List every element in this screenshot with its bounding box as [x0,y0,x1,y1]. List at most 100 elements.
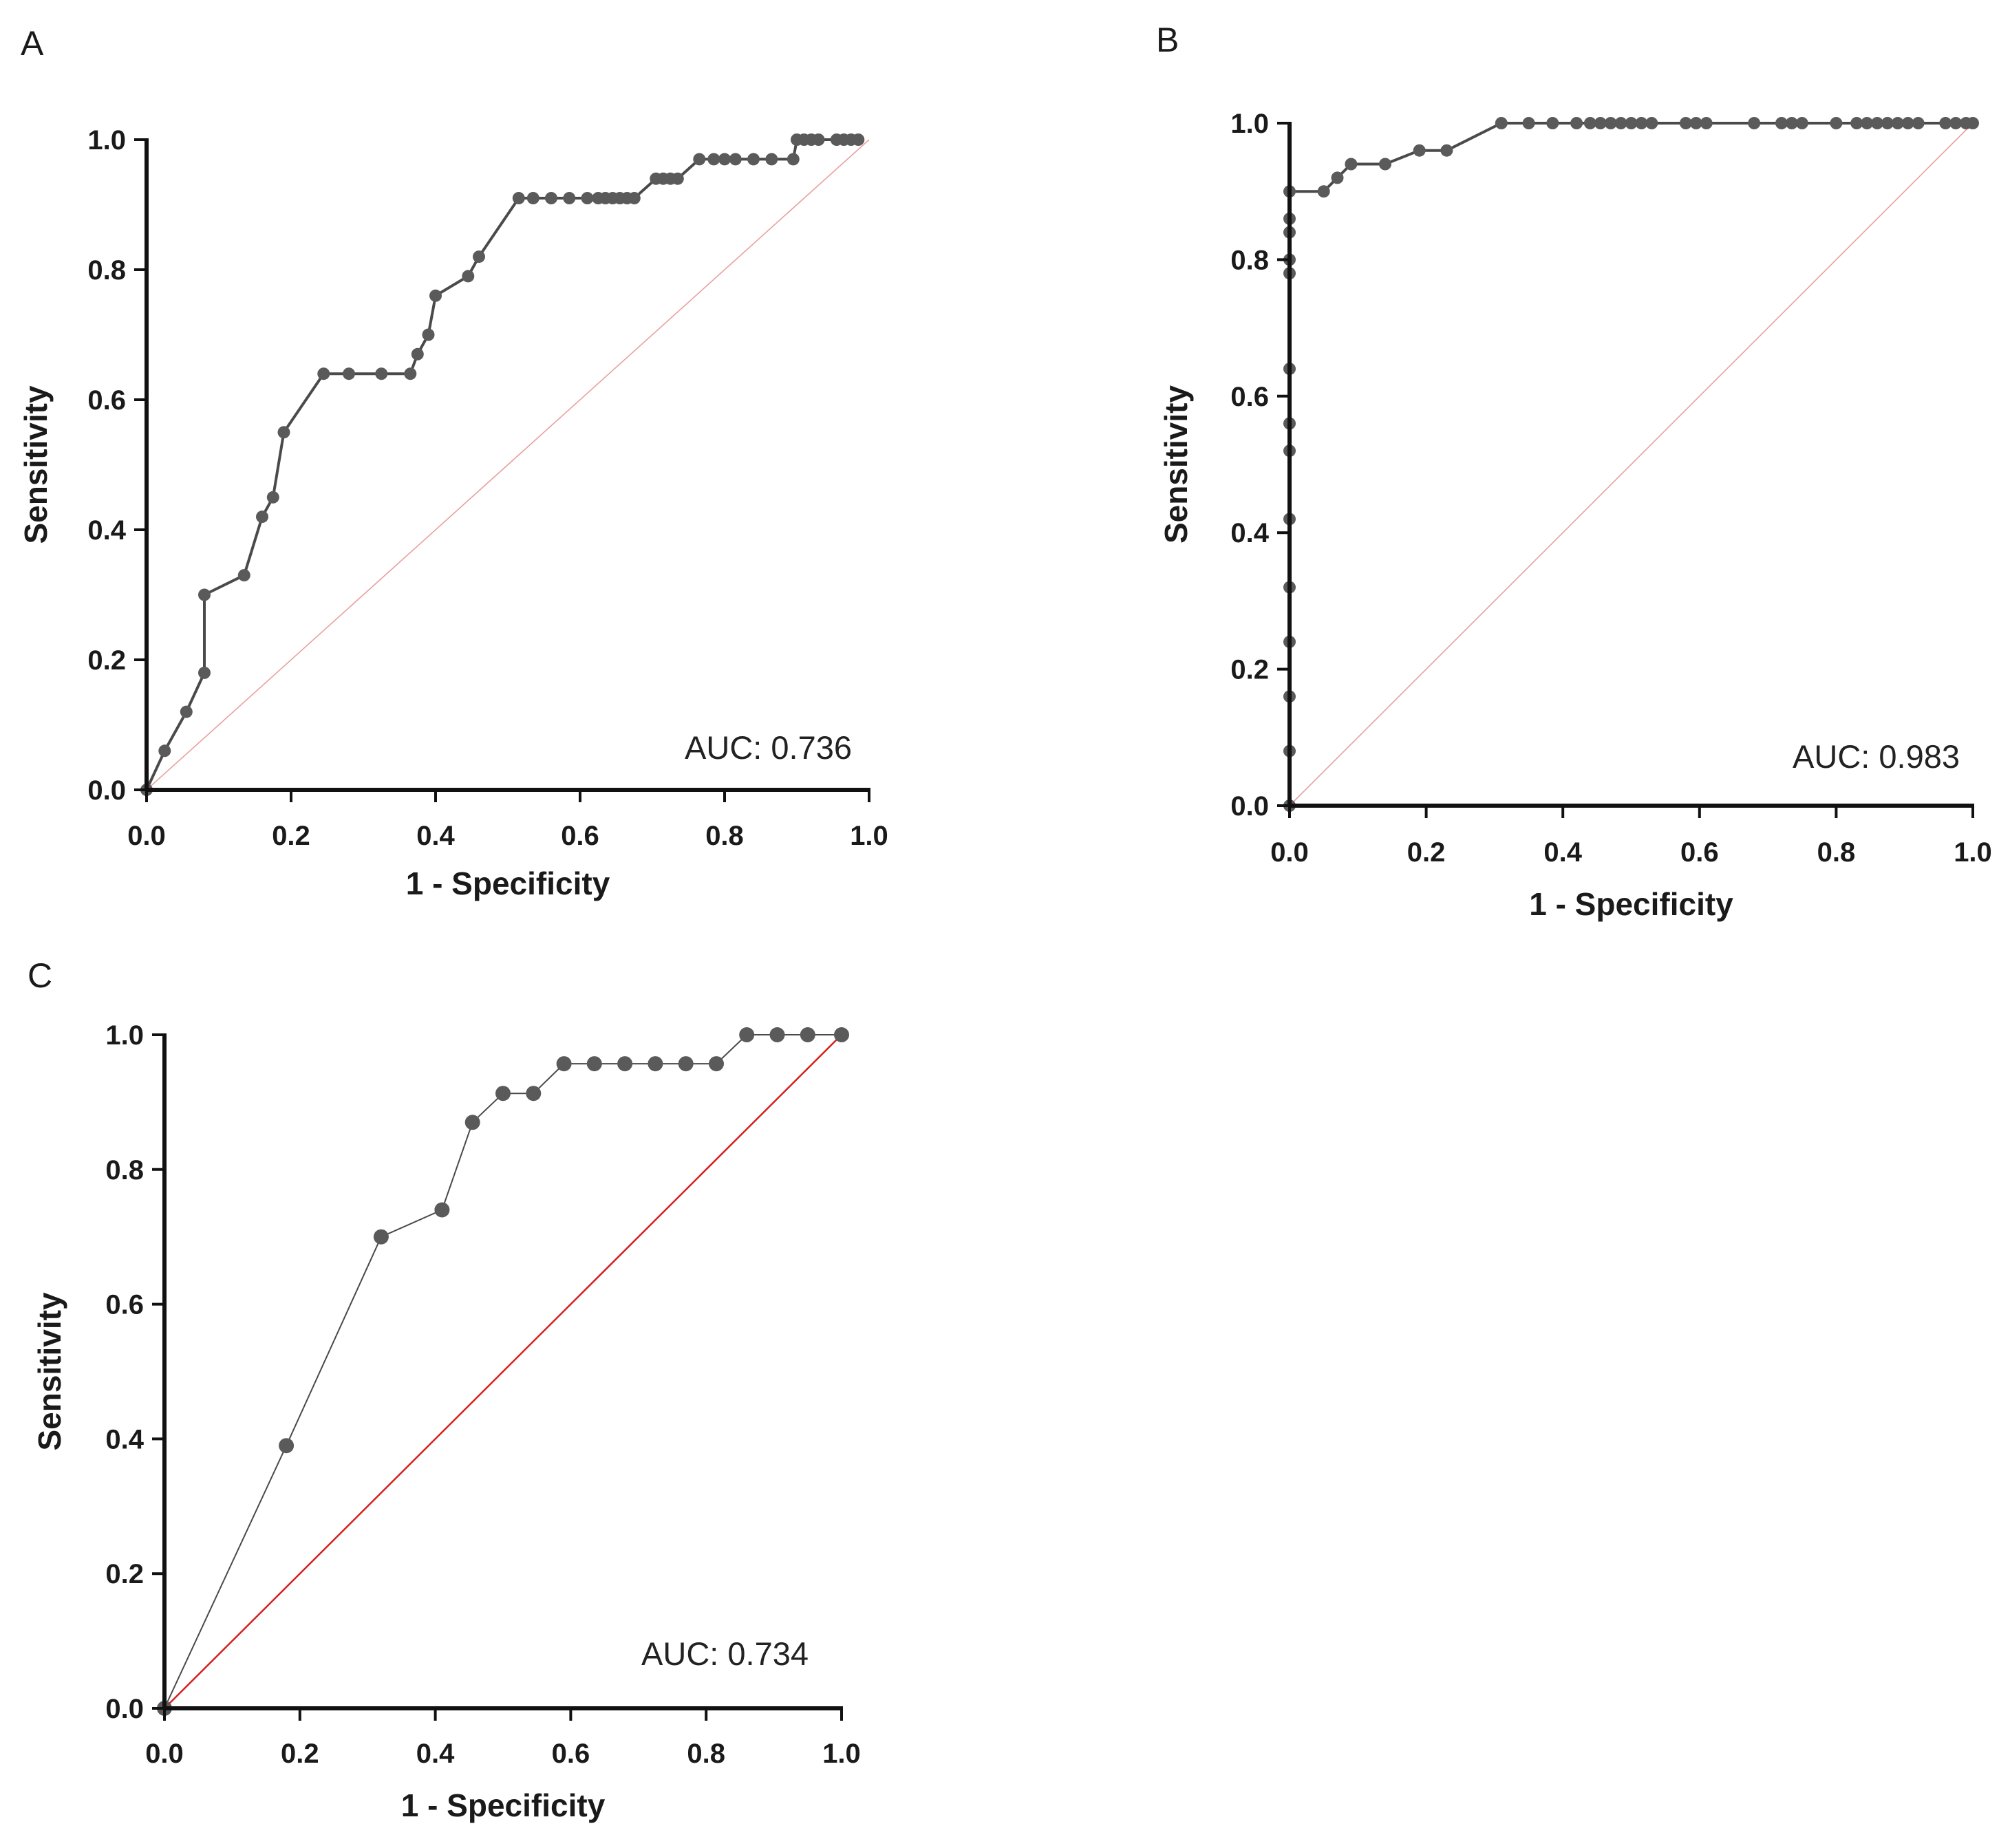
roc-point [404,367,417,380]
y-tick-label: 0.4 [105,1424,144,1454]
auc-annotation: AUC: 0.734 [641,1635,809,1672]
y-tick-label: 1.0 [105,1020,144,1051]
y-tick-label: 0.2 [1230,655,1269,685]
roc-point [709,1056,724,1072]
roc-point [1679,117,1692,129]
roc-point [1748,117,1761,129]
y-tick-label: 1.0 [1230,109,1269,139]
y-tick-label: 0.6 [87,385,126,416]
roc-point [1594,117,1607,129]
roc-point [747,153,760,166]
roc-point [556,1056,572,1072]
reference-diagonal [1289,122,1974,806]
roc-point [411,347,424,361]
roc-point [158,744,171,758]
x-axis-title: 1 - Specificity [1529,886,1733,922]
roc-point [1604,117,1617,129]
x-tick-label: 0.8 [1817,837,1856,868]
roc-point [812,133,825,146]
roc-point [434,1202,450,1218]
roc-point [563,192,576,204]
y-tick-label: 0.8 [105,1155,144,1185]
roc-point [800,1027,815,1042]
x-tick-label: 0.4 [1543,837,1582,868]
roc-point [1830,117,1843,129]
roc-point [1635,117,1648,129]
roc-point [277,426,290,439]
roc-point [1949,117,1963,129]
roc-point [526,1086,542,1102]
y-axis-title: Sensitivity [18,385,54,544]
panel-letter-b: B [1156,21,1179,59]
y-tick-label: 0.4 [1230,518,1269,548]
roc-point [718,153,731,166]
roc-point [693,153,706,166]
x-tick-label: 0.0 [1270,837,1309,868]
x-tick-label: 0.6 [552,1739,590,1769]
roc-point [1440,144,1453,157]
x-tick-label: 0.8 [687,1739,725,1769]
x-tick-label: 1.0 [822,1739,861,1769]
y-tick-label: 0.8 [87,255,126,286]
roc-point [729,153,742,166]
panel-letter-c: C [28,956,52,995]
panel-a-chart: A 0.0 0.2 0.4 0.6 0.8 1.0 0.00.20.40.60.81.0 … [18,24,888,901]
roc-point [1689,117,1702,129]
roc-point [266,491,279,504]
roc-point [1901,117,1914,129]
roc-point [1912,117,1925,129]
roc-point [1413,144,1426,157]
roc-point [1546,117,1559,129]
roc-point [1795,117,1808,129]
roc-point [1785,117,1798,129]
roc-point [1939,117,1952,129]
roc-point [180,705,193,718]
panel-c-chart: C 0.0 0.2 0.4 0.6 0.8 1.0 0.00.20.40.60.81.0 … [28,956,861,1823]
reference-diagonal [164,1034,842,1709]
x-tick-label: 0.0 [145,1739,184,1769]
y-axis-title: Sensitivity [32,1292,67,1451]
roc-point [852,133,865,146]
roc-point [545,192,557,204]
x-tick-label: 0.0 [127,821,166,851]
roc-point [1331,171,1344,184]
roc-point [1495,117,1508,129]
x-tick-label: 0.6 [1680,837,1719,868]
x-ticks: 0.0 0.2 0.4 0.6 0.8 1.0 [127,790,888,851]
roc-point [464,1115,480,1130]
y-tick-label: 1.0 [87,125,126,155]
y-ticks: 0.0 0.2 0.4 0.6 0.8 1.0 [105,1020,164,1724]
x-tick-label: 0.4 [416,1739,455,1769]
roc-point [429,289,442,302]
roc-points [140,133,865,796]
x-tick-label: 0.2 [1407,837,1446,868]
x-ticks: 0.0 0.2 0.4 0.6 0.8 1.0 [1270,806,1992,868]
roc-point [769,1027,785,1042]
roc-point [628,192,641,204]
x-tick-label: 0.2 [281,1739,319,1769]
auc-annotation: AUC: 0.983 [1793,738,1960,775]
roc-point [678,1056,694,1072]
y-tick-label: 0.2 [105,1559,144,1589]
roc-point [581,192,594,204]
roc-point [1645,117,1658,129]
roc-point [279,1438,295,1454]
roc-point [1522,117,1535,129]
roc-point [1379,158,1391,171]
x-tick-label: 0.2 [272,821,310,851]
roc-point [787,153,800,166]
y-tick-label: 0.0 [105,1694,144,1724]
roc-point [617,1056,633,1072]
roc-point [1871,117,1883,129]
roc-point [462,270,475,283]
roc-curve [145,138,859,791]
roc-point [1700,117,1713,129]
roc-point [495,1086,511,1102]
roc-point [1583,117,1596,129]
x-ticks: 0.0 0.2 0.4 0.6 0.8 1.0 [145,1708,861,1769]
roc-point [586,1056,602,1072]
roc-point [1345,158,1358,171]
y-tick-label: 0.0 [87,775,126,806]
y-tick-label: 0.8 [1230,245,1269,275]
